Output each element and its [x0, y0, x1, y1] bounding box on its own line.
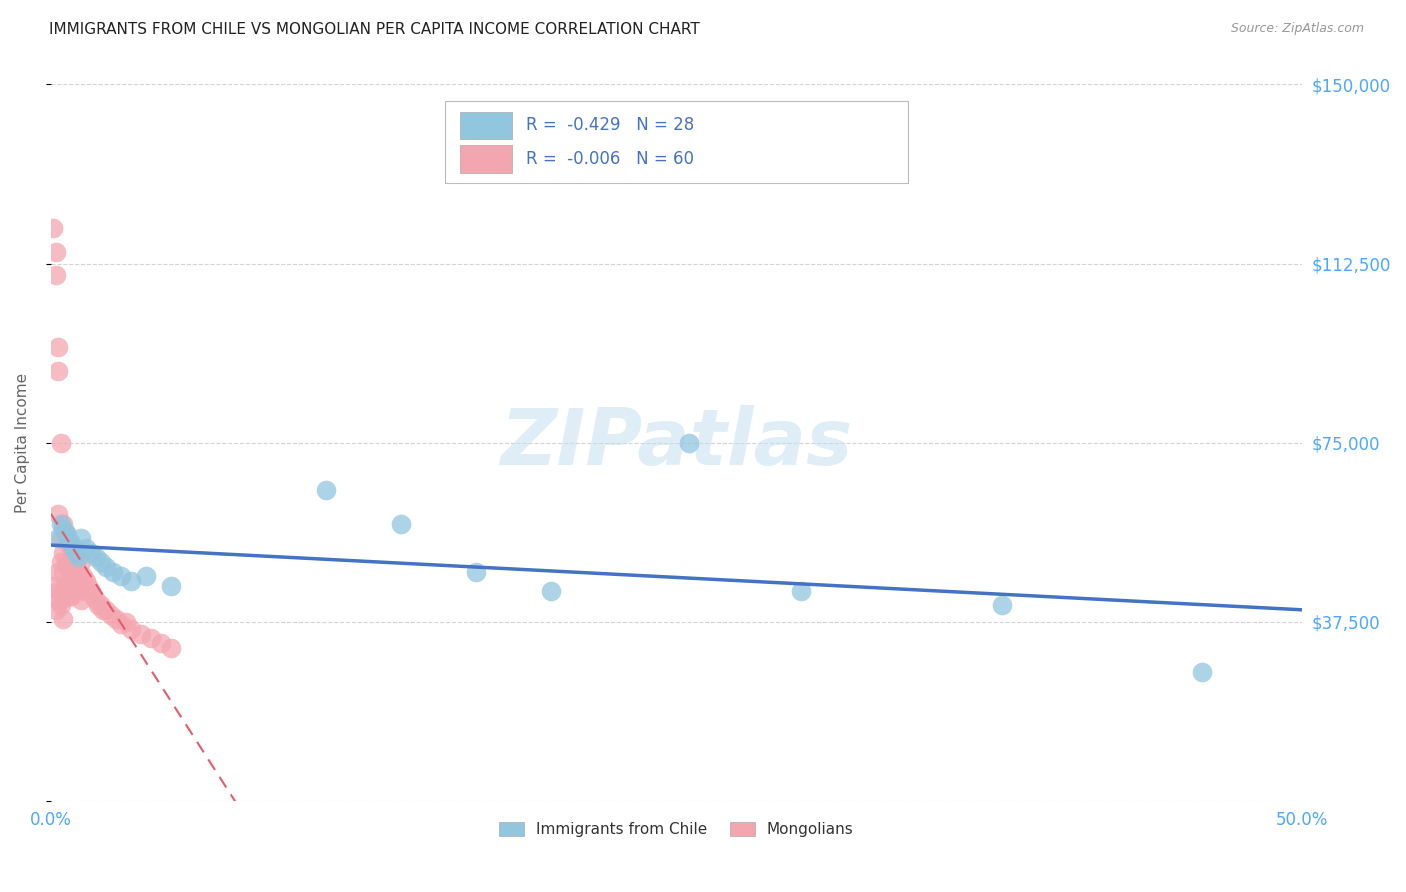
Point — [110, 569, 132, 583]
Point — [72, 569, 94, 583]
Point — [58, 536, 80, 550]
Point — [49, 555, 72, 569]
Y-axis label: Per Capita Income: Per Capita Income — [15, 373, 30, 513]
Point — [149, 636, 172, 650]
Point — [49, 598, 72, 612]
Point — [80, 545, 103, 559]
Point — [120, 622, 142, 636]
Point — [75, 574, 97, 589]
Point — [59, 589, 82, 603]
Point — [45, 268, 67, 283]
Point — [49, 435, 72, 450]
Point — [55, 526, 77, 541]
Point — [65, 545, 87, 559]
Point — [87, 598, 110, 612]
Point — [678, 435, 700, 450]
Point — [55, 526, 77, 541]
Point — [58, 531, 80, 545]
Text: R =  -0.006   N = 60: R = -0.006 N = 60 — [526, 150, 695, 168]
Text: IMMIGRANTS FROM CHILE VS MONGOLIAN PER CAPITA INCOME CORRELATION CHART: IMMIGRANTS FROM CHILE VS MONGOLIAN PER C… — [49, 22, 700, 37]
FancyBboxPatch shape — [460, 112, 512, 139]
Point — [540, 583, 562, 598]
Point — [990, 598, 1012, 612]
Point — [70, 593, 93, 607]
Point — [59, 589, 82, 603]
Point — [80, 583, 103, 598]
Point — [59, 541, 82, 555]
Point — [70, 555, 93, 569]
Point — [52, 516, 75, 531]
Point — [315, 483, 337, 498]
Point — [160, 579, 183, 593]
Point — [46, 340, 69, 354]
Point — [52, 545, 75, 559]
Point — [790, 583, 813, 598]
Point — [160, 641, 183, 656]
Text: ZIPatlas: ZIPatlas — [501, 405, 852, 481]
Point — [77, 579, 100, 593]
Point — [55, 555, 77, 569]
Point — [52, 583, 75, 598]
Point — [49, 593, 72, 607]
Point — [52, 522, 75, 536]
Point — [115, 615, 138, 629]
Point — [62, 541, 84, 555]
Point — [93, 603, 115, 617]
Point — [65, 583, 87, 598]
Point — [65, 555, 87, 569]
Point — [52, 565, 75, 579]
Point — [110, 617, 132, 632]
Point — [55, 579, 77, 593]
FancyBboxPatch shape — [444, 101, 908, 184]
Point — [135, 569, 157, 583]
Point — [65, 579, 87, 593]
Point — [104, 612, 127, 626]
Point — [59, 569, 82, 583]
Point — [84, 593, 107, 607]
Point — [103, 565, 125, 579]
Point — [67, 550, 90, 565]
Point — [67, 565, 90, 579]
Point — [84, 550, 107, 565]
Point — [100, 607, 122, 622]
Point — [139, 632, 162, 646]
Point — [465, 565, 488, 579]
Point — [46, 565, 69, 579]
Point — [46, 593, 69, 607]
Point — [58, 559, 80, 574]
Point — [49, 516, 72, 531]
Point — [70, 531, 93, 545]
Point — [45, 603, 67, 617]
Point — [49, 531, 72, 545]
FancyBboxPatch shape — [460, 145, 512, 172]
Point — [46, 531, 69, 545]
Point — [90, 598, 112, 612]
Point — [120, 574, 142, 589]
Point — [70, 583, 93, 598]
Point — [46, 364, 69, 378]
Text: R =  -0.429   N = 28: R = -0.429 N = 28 — [526, 116, 695, 135]
Point — [55, 579, 77, 593]
Point — [82, 589, 104, 603]
Point — [90, 555, 112, 569]
Point — [129, 626, 152, 640]
Point — [94, 603, 117, 617]
Point — [52, 612, 75, 626]
Point — [94, 559, 117, 574]
Point — [389, 516, 412, 531]
Point — [62, 545, 84, 559]
Point — [46, 583, 69, 598]
Point — [42, 220, 65, 235]
Point — [59, 536, 82, 550]
Text: Source: ZipAtlas.com: Source: ZipAtlas.com — [1230, 22, 1364, 36]
Point — [46, 508, 69, 522]
Legend: Immigrants from Chile, Mongolians: Immigrants from Chile, Mongolians — [494, 815, 859, 844]
Point — [42, 579, 65, 593]
Point — [45, 244, 67, 259]
Point — [58, 583, 80, 598]
Point — [62, 574, 84, 589]
Point — [1191, 665, 1213, 679]
Point — [75, 541, 97, 555]
